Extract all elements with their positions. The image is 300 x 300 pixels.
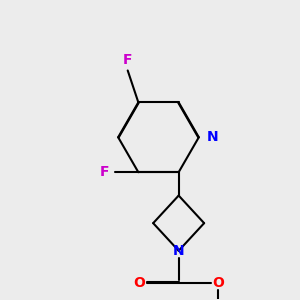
Text: O: O	[133, 276, 145, 289]
Text: O: O	[212, 276, 224, 289]
Text: N: N	[173, 244, 184, 258]
Text: N: N	[206, 130, 218, 144]
Text: F: F	[100, 165, 109, 179]
Text: F: F	[123, 53, 133, 67]
